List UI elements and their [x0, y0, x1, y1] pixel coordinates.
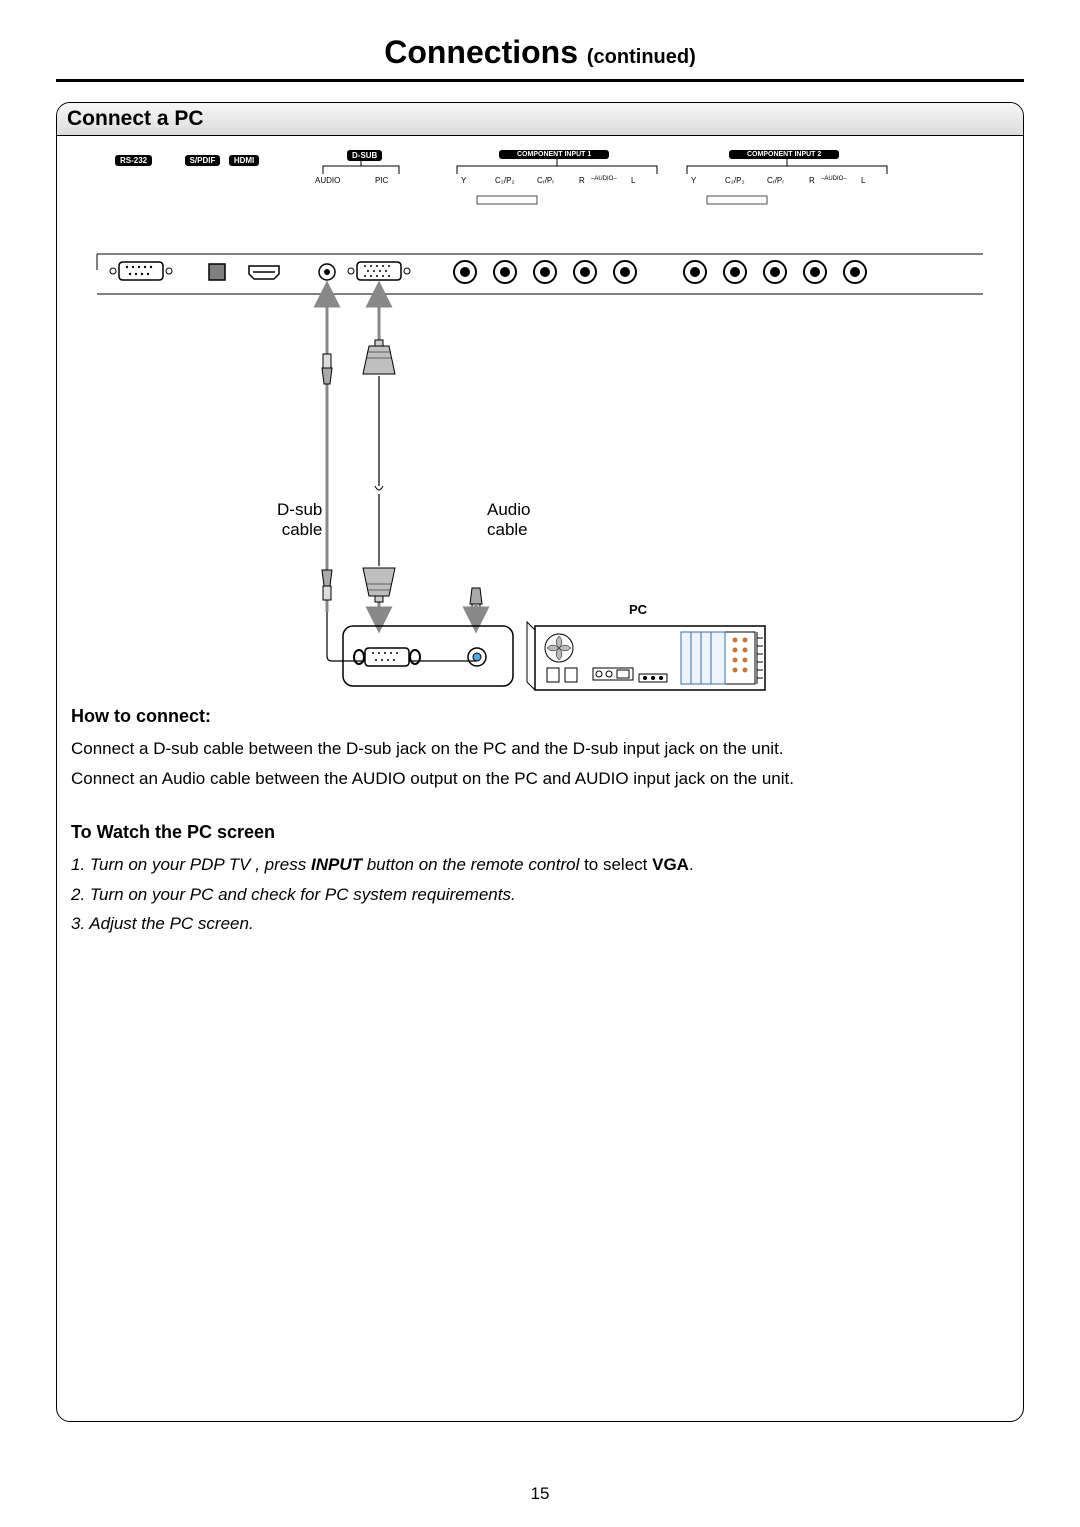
diagram-svg — [57, 136, 1023, 696]
sublabel-c1-y: Y — [461, 176, 466, 185]
sublabel-c2-cr: Cᵣ/Pᵣ — [767, 176, 784, 185]
section-frame: Connect a PC — [56, 102, 1024, 1422]
sublabel-audio: AUDIO — [315, 176, 340, 185]
audio-cable-label: Audio cable — [487, 500, 530, 541]
watch-step2: 2. Turn on your PC and check for PC syst… — [71, 882, 1009, 908]
page-title: Connections (continued) — [56, 34, 1024, 77]
howto-heading: How to connect: — [71, 703, 1009, 730]
sublabel-c1-cb: C₂/P₂ — [495, 176, 515, 185]
label-hdmi: HDMI — [229, 155, 259, 166]
body-text: How to connect: Connect a D-sub cable be… — [71, 703, 1009, 941]
howto-line1: Connect a D-sub cable between the D-sub … — [71, 736, 1009, 762]
sublabel-c1-l: L — [631, 176, 635, 185]
pc-label: PC — [629, 602, 647, 617]
connection-diagram: RS-232 S/PDIF HDMI D-SUB COMPONENT INPUT… — [57, 136, 1023, 696]
dsub-cable-label: D-sub cable — [277, 500, 322, 541]
sublabel-c2-l: L — [861, 176, 865, 185]
sublabel-c2-y: Y — [691, 176, 696, 185]
sublabel-c1-cr: Cᵣ/Pᵣ — [537, 176, 554, 185]
watch-heading: To Watch the PC screen — [71, 819, 1009, 846]
sublabel-c2-cb: C₂/P₂ — [725, 176, 745, 185]
sublabel-c1-r: R — [579, 176, 585, 185]
label-rs232: RS-232 — [115, 155, 152, 166]
sublabel-c2-r: R — [809, 176, 815, 185]
label-comp2: COMPONENT INPUT 2 — [729, 150, 839, 159]
page-number: 15 — [56, 1484, 1024, 1504]
title-main: Connections — [384, 34, 578, 70]
howto-line2: Connect an Audio cable between the AUDIO… — [71, 766, 1009, 792]
label-row: RS-232 S/PDIF HDMI — [115, 150, 263, 168]
sublabel-c2-aud: –AUDIO– — [821, 176, 847, 182]
label-spdif: S/PDIF — [185, 155, 221, 166]
label-dsub: D-SUB — [347, 150, 382, 161]
watch-step1: 1. Turn on your PDP TV , press INPUT but… — [71, 852, 1009, 878]
sublabel-pic: PIC — [375, 176, 388, 185]
section-header: Connect a PC — [57, 103, 1023, 136]
watch-step3: 3. Adjust the PC screen. — [71, 911, 1009, 937]
title-sub: (continued) — [587, 46, 696, 68]
title-rule — [56, 79, 1024, 82]
label-comp1: COMPONENT INPUT 1 — [499, 150, 609, 159]
sublabel-c1-aud: –AUDIO– — [591, 176, 617, 182]
